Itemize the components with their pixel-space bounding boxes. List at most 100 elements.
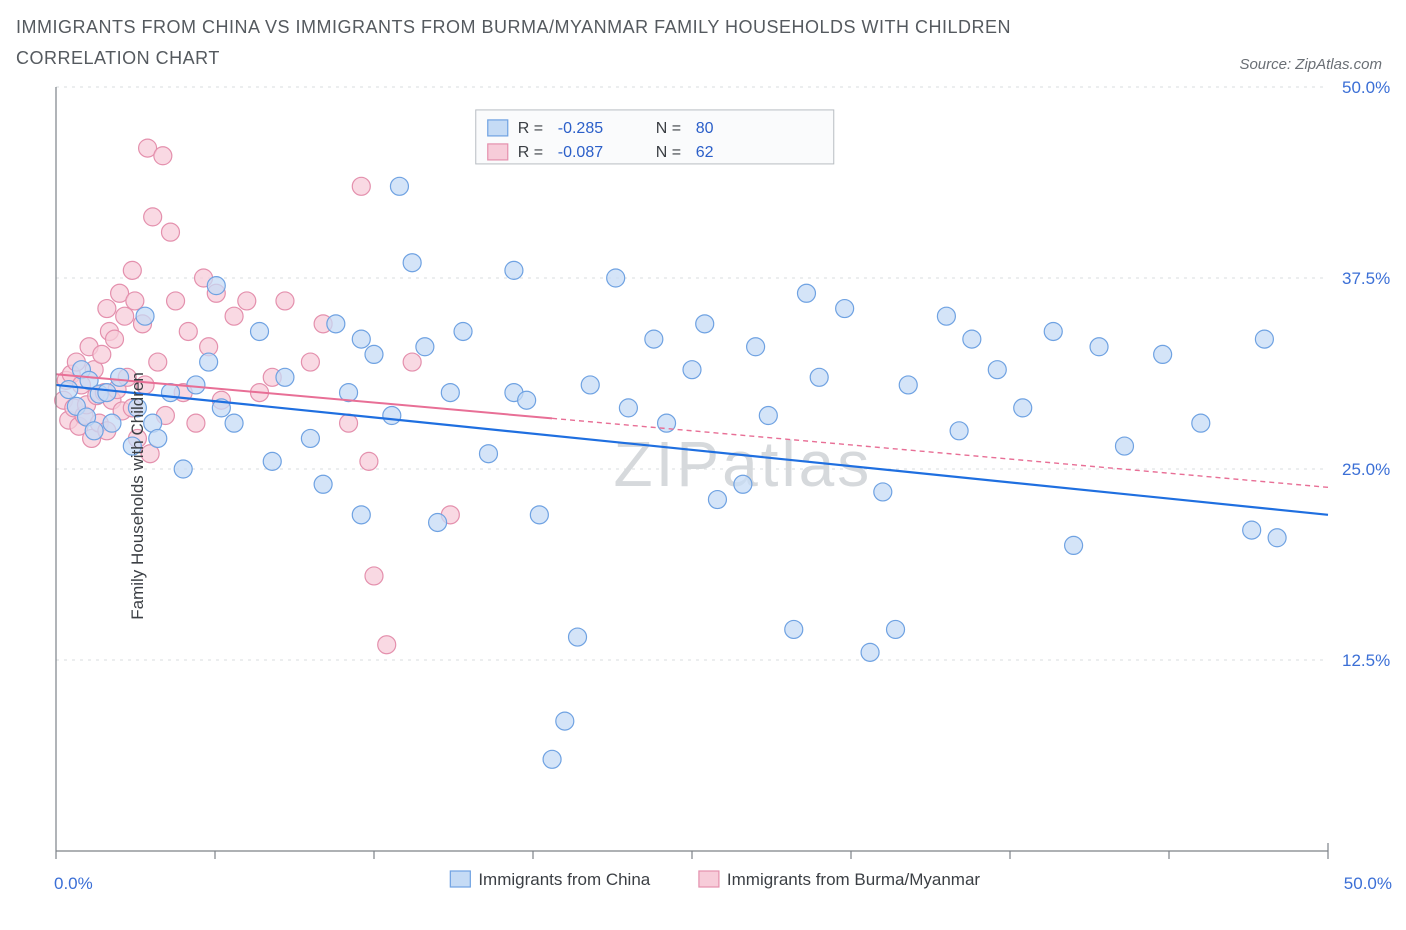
y-tick-label: 50.0% (1342, 81, 1390, 97)
data-point (607, 269, 625, 287)
data-point (276, 369, 294, 387)
data-point (441, 384, 459, 402)
data-point (276, 292, 294, 310)
data-point (403, 254, 421, 272)
data-point (785, 621, 803, 639)
data-point (683, 361, 701, 379)
data-point (167, 292, 185, 310)
data-point (416, 338, 434, 356)
data-point (543, 751, 561, 769)
data-point (365, 346, 383, 364)
data-point (759, 407, 777, 425)
data-point (1065, 537, 1083, 555)
data-point (352, 506, 370, 524)
data-point (144, 208, 162, 226)
data-point (1044, 323, 1062, 341)
legend-r-value: -0.087 (558, 144, 603, 161)
data-point (352, 178, 370, 196)
data-point (505, 262, 523, 280)
data-point (103, 414, 121, 432)
data-point (161, 384, 179, 402)
data-point (530, 506, 548, 524)
data-point (619, 399, 637, 417)
data-point (645, 330, 663, 348)
data-point (200, 353, 218, 371)
source-attribution: Source: ZipAtlas.com (1239, 56, 1382, 73)
data-point (988, 361, 1006, 379)
data-point (403, 353, 421, 371)
data-point (937, 307, 955, 325)
data-point (149, 353, 167, 371)
data-point (383, 407, 401, 425)
data-point (263, 453, 281, 471)
legend-r-value: -0.285 (558, 120, 603, 137)
data-point (1268, 529, 1286, 547)
data-point (301, 430, 319, 448)
legend-n-label: N = (656, 120, 681, 137)
x-min-label: 0.0% (54, 874, 93, 893)
data-point (60, 381, 78, 399)
scatter-chart: Family Households with Children ZIPatlas… (8, 81, 1398, 911)
legend-swatch (488, 144, 508, 160)
data-point (1090, 338, 1108, 356)
data-point (161, 223, 179, 241)
data-point (1255, 330, 1273, 348)
legend-n-value: 80 (696, 120, 714, 137)
data-point (887, 621, 905, 639)
legend-r-label: R = (518, 144, 543, 161)
data-point (1154, 346, 1172, 364)
data-point (836, 300, 854, 318)
data-point (708, 491, 726, 509)
data-point (378, 636, 396, 654)
data-point (360, 453, 378, 471)
data-point (1243, 521, 1261, 539)
data-point (556, 712, 574, 730)
data-point (98, 384, 116, 402)
data-point (1192, 414, 1210, 432)
data-point (93, 346, 111, 364)
data-point (85, 422, 103, 440)
y-axis-label: Family Households with Children (128, 372, 148, 620)
data-point (149, 430, 167, 448)
data-point (963, 330, 981, 348)
legend-r-label: R = (518, 120, 543, 137)
data-point (518, 391, 536, 409)
legend-series-label: Immigrants from China (478, 870, 650, 889)
data-point (747, 338, 765, 356)
data-point (174, 460, 192, 478)
data-point (874, 483, 892, 501)
data-point (352, 330, 370, 348)
x-max-label: 50.0% (1344, 874, 1392, 893)
legend-swatch (450, 871, 470, 887)
legend-n-value: 62 (696, 144, 714, 161)
data-point (734, 475, 752, 493)
data-point (861, 644, 879, 662)
data-point (238, 292, 256, 310)
data-point (251, 323, 269, 341)
legend-series-label: Immigrants from Burma/Myanmar (727, 870, 980, 889)
data-point (179, 323, 197, 341)
y-tick-label: 25.0% (1342, 460, 1390, 479)
data-point (225, 414, 243, 432)
data-point (187, 376, 205, 394)
data-point (581, 376, 599, 394)
data-point (696, 315, 714, 333)
data-point (225, 307, 243, 325)
data-point (154, 147, 172, 165)
legend-swatch (488, 120, 508, 136)
y-tick-label: 12.5% (1342, 651, 1390, 670)
data-point (797, 284, 815, 302)
data-point (301, 353, 319, 371)
chart-title: IMMIGRANTS FROM CHINA VS IMMIGRANTS FROM… (16, 12, 1116, 73)
data-point (207, 277, 225, 295)
data-point (340, 414, 358, 432)
data-point (136, 307, 154, 325)
y-tick-label: 37.5% (1342, 269, 1390, 288)
data-point (111, 369, 129, 387)
legend-n-label: N = (656, 144, 681, 161)
data-point (106, 330, 124, 348)
data-point (390, 178, 408, 196)
data-point (454, 323, 472, 341)
data-point (899, 376, 917, 394)
legend-swatch (699, 871, 719, 887)
